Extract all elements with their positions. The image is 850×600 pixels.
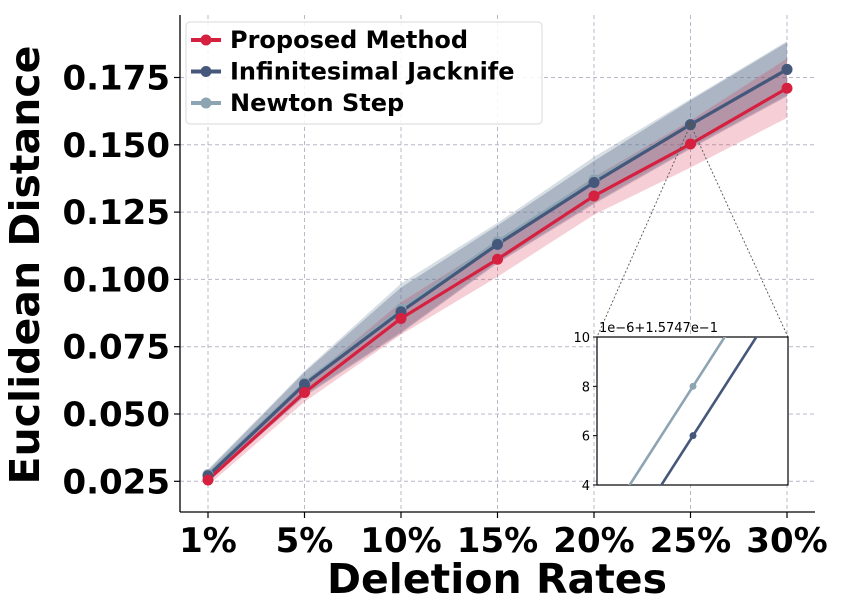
zoom-connector [596,124,691,338]
zoom-connectors [596,122,789,338]
x-tick-label: 30% [746,521,827,561]
data-point [781,82,793,94]
data-point [781,63,793,75]
inset-zoom-plot: 4 6 8 10 1e−6+1.5747e−1 [573,321,789,494]
legend-box [185,21,543,125]
x-tick-label: 5% [276,521,334,561]
zoom-connector [690,124,789,338]
data-point [685,138,696,150]
legend-marker [200,66,212,77]
x-tick-label: 10% [360,521,441,561]
data-point [395,312,407,324]
y-tick-label: 0.150 [62,126,170,166]
y-tick-label: 0.075 [62,328,170,368]
inset-point-ij [689,432,697,440]
data-point [588,190,600,202]
data-point [299,378,310,390]
x-tick-labels: 1% 5% 10% 15% 20% 25% 30% [179,521,828,561]
y-tick-label: 0.100 [62,260,170,300]
y-tick-label: 0.125 [62,193,170,233]
legend: Proposed Method Infinitesimal Jacknife New… [185,21,543,125]
zoom-region [688,122,693,128]
legend-marker [200,97,212,109]
data-point [492,253,503,265]
y-tick-label: 0.025 [62,462,170,502]
data-point [299,386,310,398]
confidence-band [208,58,787,486]
legend-label: Newton Step [230,89,404,117]
y-tick-labels: 0.025 0.050 0.075 0.100 0.125 0.150 0.175 [62,59,170,503]
legend-marker [200,34,212,46]
legend-label: Proposed Method [230,26,468,54]
inset-lines [628,337,758,485]
inset-y-tick-label: 8 [582,380,590,395]
y-tick-label: 0.050 [62,395,170,435]
x-tick-label: 25% [650,521,731,561]
x-axis-label: Deletion Rates [327,555,667,600]
y-axis-label: Euclidean Distance [1,46,49,485]
inset-offset-label: 1e−6+1.5747e−1 [599,321,718,336]
inset-y-tick-label: 10 [573,331,590,346]
inset-point-newton [689,382,697,390]
inset-frame [596,336,789,486]
x-tick-label: 1% [179,521,237,561]
inset-y-tick-label: 6 [582,430,590,445]
inset-y-tick-label: 4 [582,479,590,494]
data-point [202,474,214,486]
legend-label: Infinitesimal Jacknife [230,58,515,86]
y-tick-label: 0.175 [62,59,170,99]
x-tick-label: 15% [457,521,538,561]
axes [174,15,815,518]
data-point [492,238,503,250]
data-point [588,176,600,188]
x-tick-label: 20% [553,521,634,561]
